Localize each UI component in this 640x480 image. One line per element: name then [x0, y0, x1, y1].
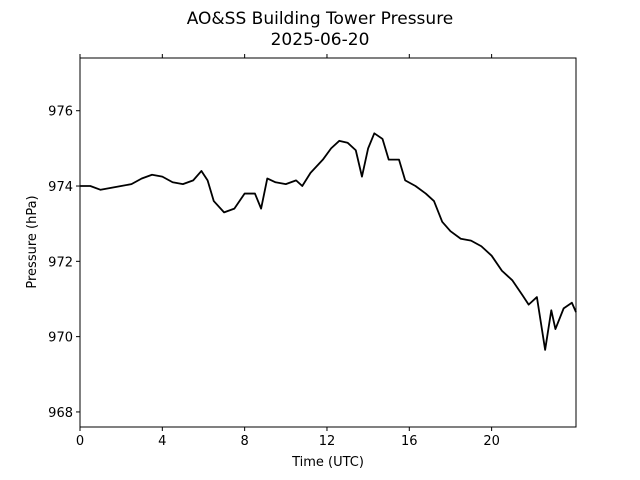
- y-tick-label: 976: [48, 105, 73, 120]
- y-tick-label: 972: [48, 255, 73, 270]
- x-tick-label: 0: [76, 434, 84, 449]
- x-tick-label: 4: [158, 434, 166, 449]
- line: [80, 132, 577, 351]
- chart-title: AO&SS Building Tower Pressure: [187, 9, 454, 29]
- y-tick-label: 968: [48, 406, 73, 421]
- y-tick-label: 974: [48, 180, 73, 195]
- x-tick-label: 12: [319, 434, 336, 449]
- x-tick-label: 8: [241, 434, 249, 449]
- y-tick-label: 970: [48, 331, 73, 346]
- x-tick-label: 16: [401, 434, 418, 449]
- chart-subtitle: 2025-06-20: [271, 30, 370, 50]
- x-axis-label: Time (UTC): [291, 455, 364, 470]
- plot-frame: [79, 57, 577, 428]
- y-axis-label: Pressure (hPa): [25, 195, 40, 288]
- x-tick-label: 20: [483, 434, 500, 449]
